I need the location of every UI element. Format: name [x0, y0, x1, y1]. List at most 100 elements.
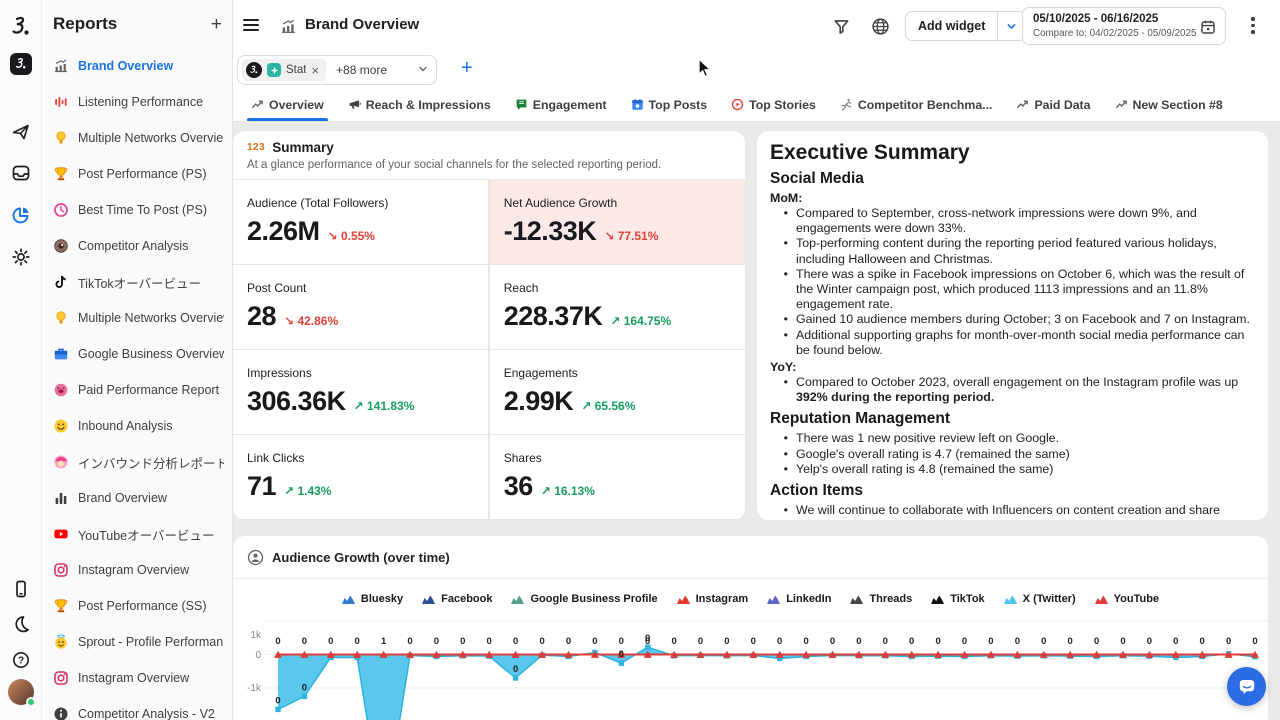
sidebar-item-youtube[interactable]: YouTubeオーバービュー [42, 516, 232, 552]
sidebar-item-best-time-to-post-ps[interactable]: Best Time To Post (PS) [42, 192, 232, 228]
exec-bullet-text: Gained 10 audience members during Octobe… [796, 312, 1250, 327]
metric-reach[interactable]: Reach228.37K↗ 164.75% [490, 265, 745, 349]
trend-down-icon: ↘ [604, 229, 617, 243]
sidebar-item-tiktok[interactable]: TikTokオーバービュー [42, 264, 232, 300]
hamburger-icon[interactable] [243, 19, 259, 32]
metric-delta: ↘ 77.51% [604, 229, 658, 243]
audience-growth-chart: 0000000001000000000000000000000000000000… [265, 615, 1268, 720]
add-widget-button[interactable]: Add widget [906, 12, 998, 40]
trend-up-icon: ↗ [610, 314, 623, 328]
sidebar-item-label: Multiple Networks Overview [78, 311, 224, 325]
tab-new-section-8[interactable]: New Section #8 [1103, 88, 1235, 121]
briefcase-icon [53, 346, 69, 362]
sidebar-item-brand-overview[interactable]: Brand Overview [42, 480, 232, 516]
data-label: 0 [592, 636, 597, 647]
sidebar-item-google-business-overview[interactable]: Google Business Overview [42, 336, 232, 372]
workspace-tile-icon[interactable] [10, 53, 32, 75]
gear-icon[interactable] [11, 247, 31, 267]
brand-logo-icon [9, 15, 33, 39]
legend-item-google-business-profile[interactable]: Google Business Profile [511, 593, 657, 605]
sidebar-item-multiple-networks-overvie[interactable]: Multiple Networks Overvie... [42, 120, 232, 156]
new-report-button[interactable]: + [211, 15, 222, 34]
metric-label: Shares [504, 451, 745, 465]
sidebar-item-item[interactable]: インバウンド分析レポート [42, 444, 232, 480]
exec-section-heading: Social Media [770, 170, 1255, 188]
metric-engagements[interactable]: Engagements2.99K↗ 65.56% [490, 350, 745, 434]
sidebar-item-instagram-overview[interactable]: Instagram Overview [42, 660, 232, 696]
kebab-menu-icon[interactable] [1251, 17, 1255, 34]
sidebar-item-instagram-overview[interactable]: Instagram Overview [42, 552, 232, 588]
legend-item-facebook[interactable]: Facebook [422, 593, 492, 605]
funnel-icon[interactable] [833, 18, 850, 35]
exec-bullet: •There was 1 new positive review left on… [770, 431, 1255, 446]
avatar[interactable] [8, 679, 34, 705]
bullet-icon: • [770, 236, 796, 266]
runner-icon [840, 98, 853, 111]
metric-delta: ↗ 65.56% [581, 399, 635, 413]
sidebar-item-brand-overview[interactable]: Brand Overview [42, 48, 232, 84]
svg-text:?: ? [17, 656, 23, 667]
help-icon[interactable]: ? [11, 650, 31, 670]
metric-audience-total-followers[interactable]: Audience (Total Followers)2.26M↘ 0.55% [233, 180, 488, 264]
threads-legend-icon [850, 594, 863, 604]
tab-top-posts[interactable]: Top Posts [619, 88, 720, 121]
data-label: 0 [1252, 636, 1257, 647]
add-profile-button[interactable]: + [461, 57, 473, 80]
legend-item-x-twitter[interactable]: X (Twitter) [1004, 593, 1076, 605]
legend-item-instagram[interactable]: Instagram [677, 593, 749, 605]
trend-down-icon: ↘ [328, 229, 341, 243]
profile-filter[interactable]: Stat × +88 more [237, 55, 437, 85]
chat-launcher-button[interactable] [1227, 667, 1266, 706]
tab-paid-data[interactable]: Paid Data [1004, 88, 1102, 121]
sidebar-item-post-performance-ps[interactable]: Post Performance (PS) [42, 156, 232, 192]
legend-item-youtube[interactable]: YouTube [1095, 593, 1159, 605]
instagram-icon [53, 562, 69, 578]
data-label: 0 [407, 636, 412, 647]
sidebar-item-inbound-analysis[interactable]: Inbound Analysis [42, 408, 232, 444]
sidebar-item-sprout-profile-performan[interactable]: Sprout - Profile Performan... [42, 624, 232, 660]
data-label: 0 [566, 636, 571, 647]
metric-net-audience-growth[interactable]: Net Audience Growth-12.33K↘ 77.51% [490, 180, 745, 264]
sidebar-item-competitor-analysis-v2[interactable]: Competitor Analysis - V2 [42, 696, 232, 720]
metric-delta-value: 1.43% [297, 484, 331, 498]
legend-item-linkedin[interactable]: LinkedIn [767, 593, 831, 605]
pie-chart-icon[interactable] [11, 205, 31, 225]
sidebar-item-listening-performance[interactable]: Listening Performance [42, 84, 232, 120]
date-range-picker[interactable]: 05/10/2025 - 06/16/2025 Compare to: 04/0… [1022, 7, 1226, 45]
google-business-profile-legend-icon [511, 594, 524, 604]
globe-icon[interactable] [871, 17, 890, 36]
inbox-icon[interactable] [11, 163, 31, 183]
more-profiles-label: +88 more [336, 63, 387, 77]
tab-engagement[interactable]: Engagement [503, 88, 619, 121]
legend-label: Instagram [696, 593, 749, 605]
sidebar-item-paid-performance-report[interactable]: Paid Performance Report [42, 372, 232, 408]
exec-bullet: •We will continue to collaborate with In… [770, 503, 1255, 520]
metric-link-clicks[interactable]: Link Clicks71↗ 1.43% [233, 435, 488, 519]
data-label: 0 [1147, 636, 1152, 647]
legend-item-bluesky[interactable]: Bluesky [342, 593, 403, 605]
metric-impressions[interactable]: Impressions306.36K↗ 141.83% [233, 350, 488, 434]
sidebar-item-post-performance-ss[interactable]: Post Performance (SS) [42, 588, 232, 624]
sidebar-item-multiple-networks-overview[interactable]: Multiple Networks Overview [42, 300, 232, 336]
legend-item-tiktok[interactable]: TikTok [931, 593, 984, 605]
reports-list: Brand Overview Listening Performance Multi… [42, 48, 232, 720]
metric-value: -12.33K [504, 216, 597, 247]
metric-post-count[interactable]: Post Count28↘ 42.86% [233, 265, 488, 349]
data-label: 0 [962, 636, 967, 647]
sidebar-item-competitor-analysis[interactable]: Competitor Analysis [42, 228, 232, 264]
metric-shares[interactable]: Shares36↗ 16.13% [490, 435, 745, 519]
tab-overview[interactable]: Overview [239, 88, 336, 121]
youtube-legend-icon [1095, 594, 1108, 604]
tab-competitor-benchma[interactable]: Competitor Benchma... [828, 88, 1005, 121]
tab-top-stories[interactable]: Top Stories [719, 88, 828, 121]
sidebar-item-label: Listening Performance [78, 95, 203, 109]
legend-item-threads[interactable]: Threads [850, 593, 912, 605]
facebook-legend-icon [422, 594, 435, 604]
phone-icon[interactable] [11, 579, 31, 599]
tab-reach-impressions[interactable]: Reach & Impressions [336, 88, 503, 121]
close-icon[interactable]: × [311, 64, 319, 77]
data-label: 0 [1015, 636, 1020, 647]
paper-plane-icon[interactable] [11, 122, 31, 142]
legend-label: LinkedIn [786, 593, 831, 605]
moon-icon[interactable] [11, 614, 31, 634]
